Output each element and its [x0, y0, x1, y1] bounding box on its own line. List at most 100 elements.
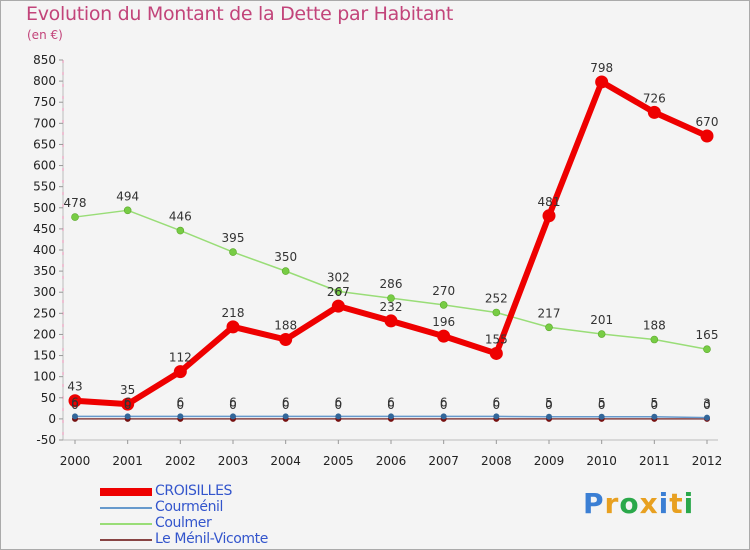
- data-label: 165: [696, 328, 719, 342]
- data-label: 350: [274, 250, 297, 264]
- series-point: [230, 413, 236, 420]
- data-label: 0: [651, 398, 659, 412]
- data-label: 446: [169, 210, 192, 224]
- data-label: 6: [124, 395, 132, 409]
- data-label: 0: [282, 398, 290, 412]
- x-tick-label: 2012: [692, 454, 723, 468]
- logo-letter: x: [639, 487, 659, 520]
- series-point: [647, 105, 661, 119]
- data-label: 395: [222, 231, 245, 245]
- data-label: 0: [598, 398, 606, 412]
- series-point: [437, 329, 451, 343]
- series-point: [226, 320, 240, 334]
- x-tick-label: 2005: [323, 454, 354, 468]
- y-tick-label: -50: [36, 433, 56, 447]
- data-label: 6: [440, 395, 448, 409]
- series-point: [334, 287, 343, 296]
- data-label: 0: [335, 398, 343, 412]
- series-point: [704, 414, 710, 421]
- logo-letter: P: [583, 487, 605, 520]
- logo-letter: r: [604, 487, 620, 520]
- data-label: 252: [485, 291, 508, 305]
- series-point: [703, 345, 711, 354]
- series-point: [121, 397, 135, 411]
- series-point: [72, 413, 78, 420]
- data-label: 35: [120, 383, 135, 397]
- data-label: 798: [590, 61, 613, 75]
- series-point: [597, 330, 606, 338]
- series-point: [331, 299, 345, 313]
- logo-letter: i: [683, 487, 695, 520]
- data-label: 670: [696, 115, 719, 129]
- data-label: 5: [651, 396, 659, 410]
- data-label: 6: [335, 395, 343, 409]
- series-point: [650, 335, 659, 344]
- logo-letter: o: [619, 487, 640, 520]
- y-tick-label: 700: [33, 116, 56, 130]
- series-point: [384, 314, 398, 328]
- y-tick-label: 100: [33, 370, 56, 384]
- data-label: 0: [177, 398, 185, 412]
- y-tick-label: 600: [33, 159, 56, 173]
- x-tick-label: 2009: [534, 454, 565, 468]
- logo-letter: i: [658, 487, 670, 520]
- data-label: 0: [124, 398, 132, 412]
- data-label: 0: [440, 398, 448, 412]
- y-tick-label: 550: [33, 180, 56, 194]
- series-point: [595, 75, 609, 89]
- x-tick-label: 2002: [165, 454, 196, 468]
- x-tick-label: 2001: [112, 454, 143, 468]
- series-point: [489, 346, 503, 360]
- x-tick-label: 2008: [481, 454, 512, 468]
- data-label: 5: [545, 396, 553, 410]
- y-tick-label: 300: [33, 285, 56, 299]
- data-label: 0: [387, 398, 395, 412]
- y-tick-label: 150: [33, 349, 56, 363]
- data-label: 201: [590, 313, 613, 327]
- unit-label: (en €): [27, 28, 63, 42]
- data-label: 270: [432, 284, 455, 298]
- series-point: [651, 413, 658, 420]
- data-label: 6: [71, 395, 79, 409]
- y-tick-label: 650: [33, 137, 56, 151]
- data-label: 302: [327, 270, 350, 284]
- y-tick-label: 800: [33, 74, 56, 88]
- data-label: 6: [387, 395, 395, 409]
- series-point: [71, 213, 79, 221]
- series-point: [388, 413, 394, 420]
- data-label: 217: [538, 306, 561, 320]
- data-label: 0: [493, 398, 501, 412]
- data-label: 6: [229, 395, 237, 409]
- data-label: 726: [643, 91, 666, 105]
- data-label: 5: [598, 396, 606, 410]
- logo-letter: t: [669, 487, 684, 520]
- chart-title: Evolution du Montant de la Dette par Hab…: [26, 3, 454, 25]
- series-point: [546, 413, 552, 420]
- series-point: [279, 333, 293, 347]
- data-label: 478: [64, 196, 87, 210]
- series-point: [545, 323, 553, 332]
- y-tick-label: 850: [33, 53, 56, 67]
- y-tick-label: 450: [33, 222, 56, 236]
- y-tick-label: 500: [33, 201, 56, 215]
- data-label: 0: [545, 398, 553, 412]
- legend-label: Courménil: [155, 499, 224, 515]
- series-point: [439, 301, 448, 309]
- data-label: 494: [116, 189, 139, 203]
- series-points: [68, 75, 714, 422]
- data-label: 6: [493, 395, 501, 409]
- y-tick-label: 250: [33, 306, 56, 320]
- y-tick-label: 400: [33, 243, 56, 257]
- data-label: 286: [380, 277, 403, 291]
- y-tick-label: 0: [48, 412, 56, 426]
- series-point: [281, 267, 290, 275]
- data-label: 112: [169, 351, 192, 365]
- series-point: [440, 413, 447, 420]
- series-point: [387, 294, 395, 302]
- data-label: 43: [67, 380, 82, 394]
- data-label: 267: [327, 285, 350, 299]
- series-point: [335, 413, 342, 420]
